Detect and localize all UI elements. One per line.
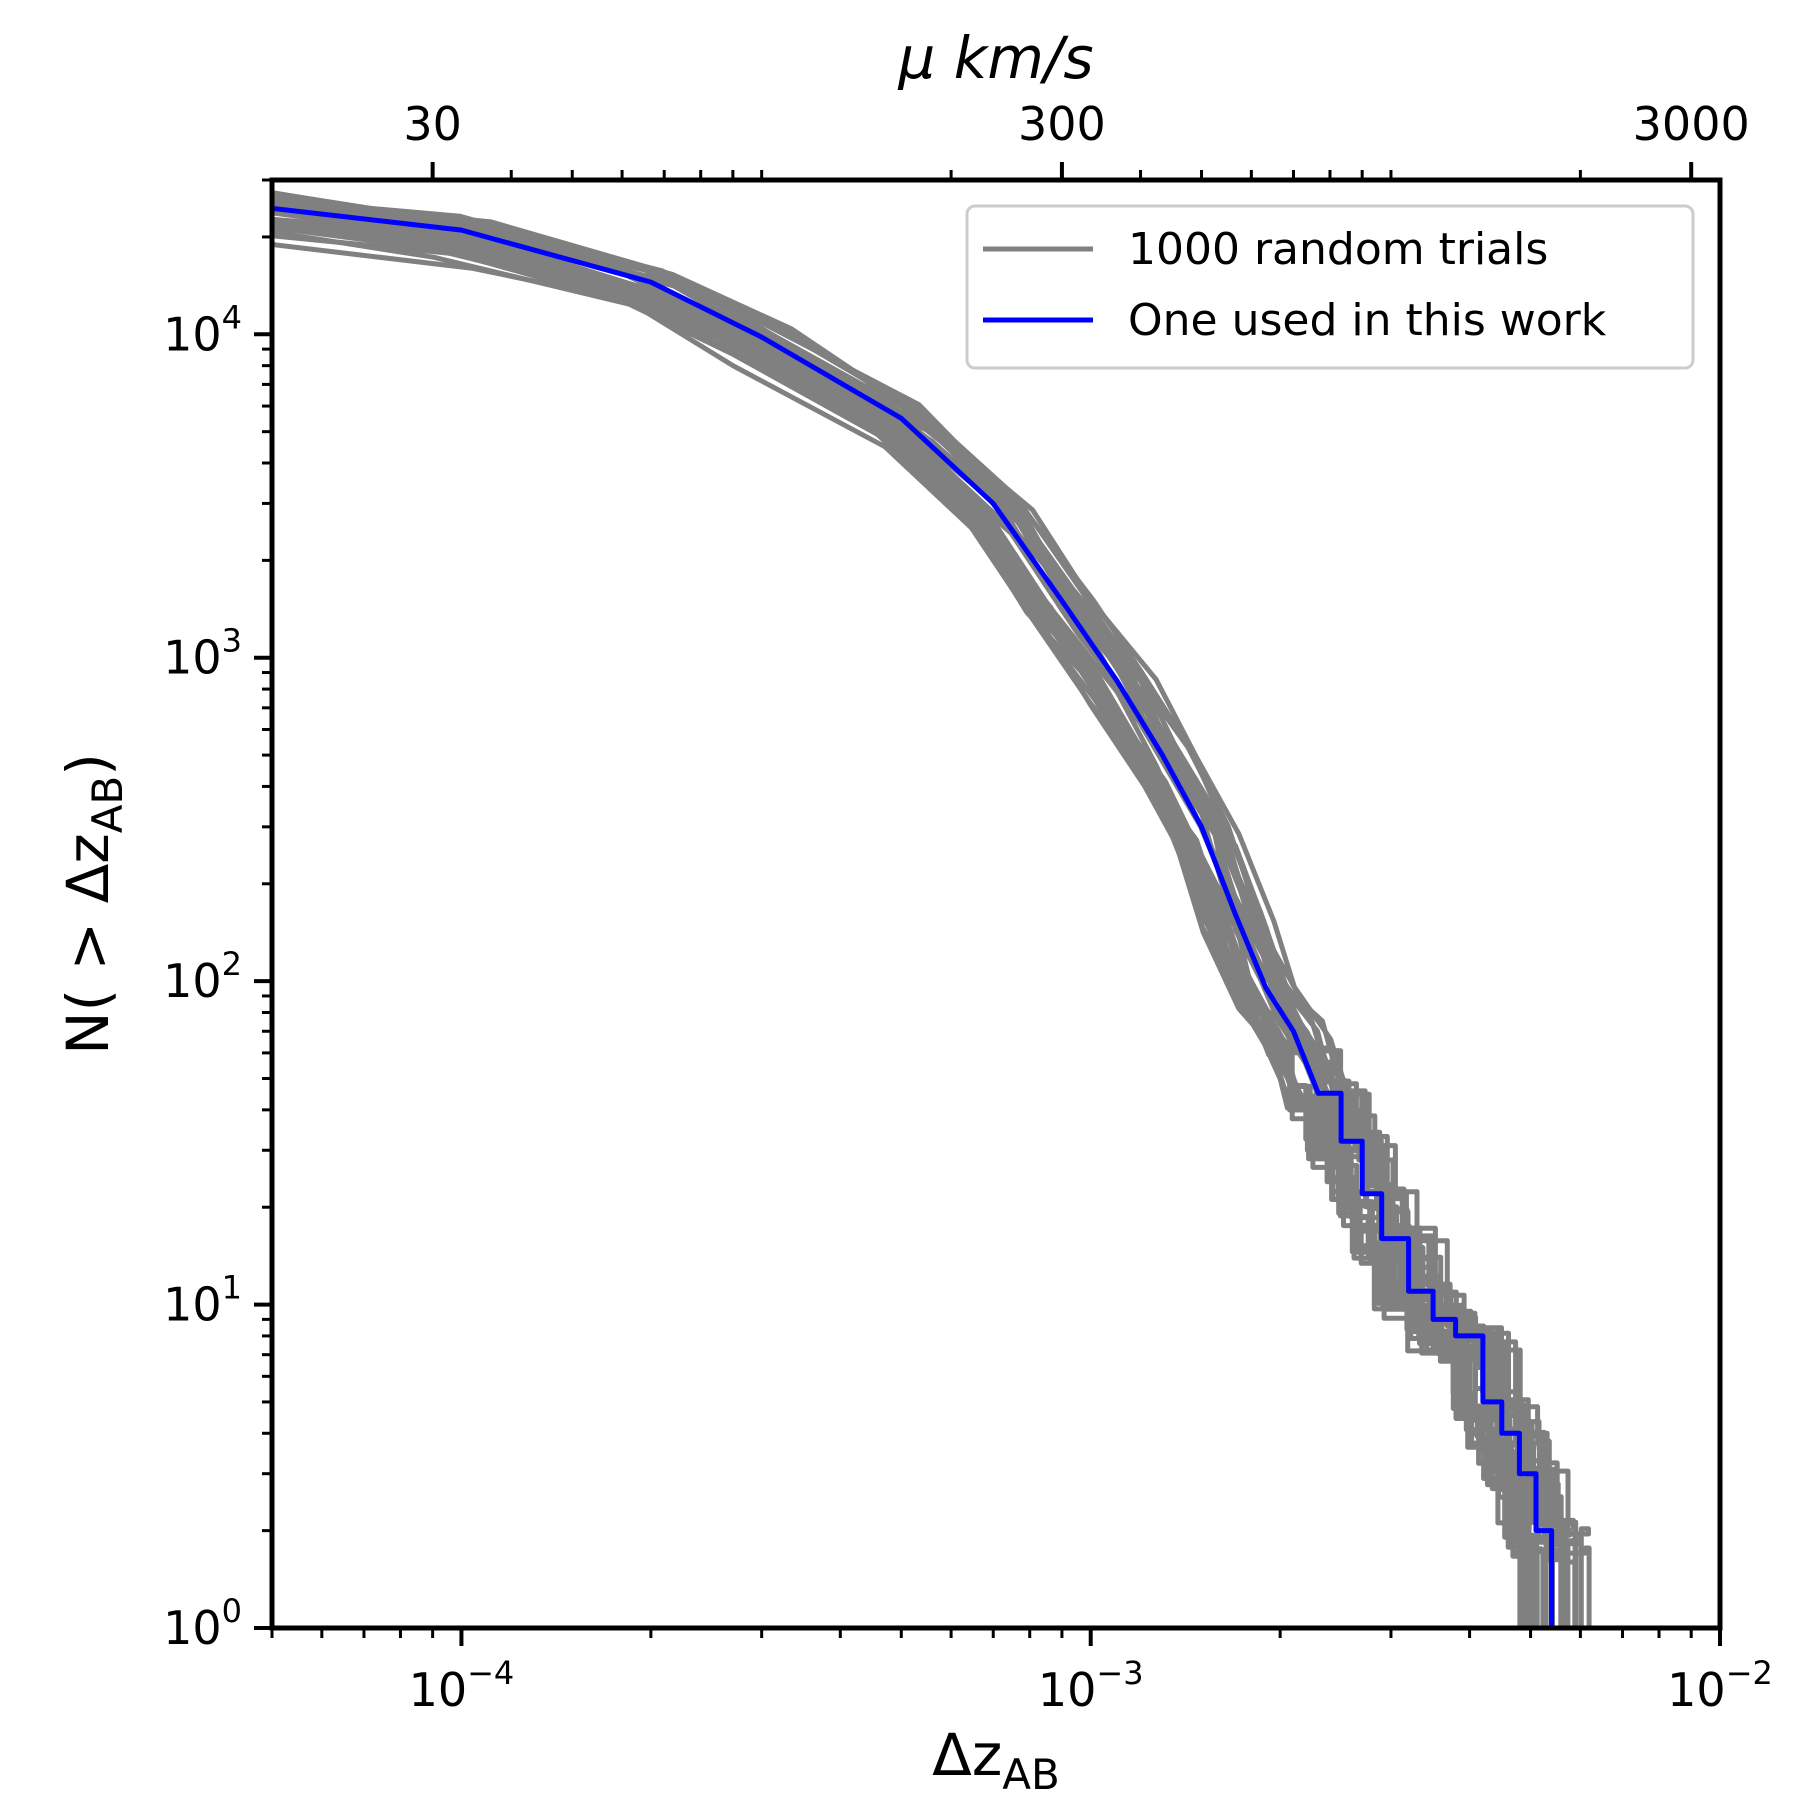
y-tick-label-exponent: 1 bbox=[222, 1269, 242, 1307]
random-trial-line bbox=[272, 197, 1578, 1628]
legend-label-random-trials: 1000 random trials bbox=[1128, 224, 1548, 275]
x-axis-label: ΔzAB bbox=[932, 1721, 1060, 1799]
x-tick-label-base: 10 bbox=[1038, 1663, 1097, 1717]
y-tick-label: 102 bbox=[163, 945, 242, 1008]
legend: 1000 random trials One used in this work bbox=[965, 204, 1695, 370]
random-trial-line bbox=[272, 222, 1536, 1628]
x-tick-label-exponent: −4 bbox=[467, 1654, 514, 1692]
x-tick-label-exponent: −3 bbox=[1096, 1654, 1143, 1692]
y-tick-label: 103 bbox=[163, 622, 242, 685]
top-tick-label: 300 bbox=[1018, 97, 1106, 151]
y-axis-label-suffix: ) bbox=[54, 753, 122, 776]
x-tick-label: 10−3 bbox=[1038, 1654, 1144, 1717]
x-tick-label: 10−2 bbox=[1667, 1654, 1773, 1717]
y-axis-label: N( > ΔzAB) bbox=[54, 753, 132, 1055]
y-tick-label-base: 10 bbox=[163, 1278, 222, 1332]
y-tick-label-exponent: 2 bbox=[222, 945, 242, 983]
series-line-this-work bbox=[272, 205, 1555, 1628]
y-tick-label-exponent: 4 bbox=[222, 298, 242, 336]
y-tick-label-base: 10 bbox=[163, 307, 222, 361]
random-trial-line bbox=[272, 229, 1539, 1628]
legend-box bbox=[965, 204, 1695, 370]
x-axis-label-main: Δz bbox=[932, 1721, 1002, 1789]
y-tick-label: 104 bbox=[163, 298, 242, 361]
top-tick-label: 30 bbox=[403, 97, 462, 151]
top-axis-label: μ km/s bbox=[897, 24, 1093, 92]
x-axis-label-subscript: AB bbox=[1002, 1750, 1060, 1799]
top-tick-label: 3000 bbox=[1633, 97, 1750, 151]
y-tick-label-exponent: 3 bbox=[222, 622, 242, 660]
y-tick-label: 101 bbox=[163, 1269, 242, 1332]
plot-frame bbox=[269, 177, 1723, 1631]
top-axis-ticks: 30 300 3000 bbox=[403, 97, 1750, 180]
x-tick-label: 10−4 bbox=[409, 1654, 515, 1717]
y-tick-label-base: 10 bbox=[163, 631, 222, 685]
y-axis-label-subscript: AB bbox=[83, 776, 132, 834]
y-tick-label: 100 bbox=[163, 1592, 242, 1655]
x-tick-label-exponent: −2 bbox=[1726, 1654, 1773, 1692]
x-axis-ticks: 10−4 10−3 10−2 bbox=[409, 1628, 1773, 1717]
x-tick-label-base: 10 bbox=[1667, 1663, 1726, 1717]
x-tick-label-base: 10 bbox=[409, 1663, 468, 1717]
y-axis-label-prefix: N( > Δz bbox=[54, 833, 122, 1055]
chart-marks bbox=[272, 190, 1592, 1628]
y-tick-label-base: 10 bbox=[163, 1601, 222, 1655]
y-tick-label-base: 10 bbox=[163, 954, 222, 1008]
random-trial-line bbox=[272, 222, 1574, 1628]
legend-label-this-work: One used in this work bbox=[1128, 295, 1607, 346]
y-tick-label-exponent: 0 bbox=[222, 1592, 242, 1630]
minor-ticks bbox=[262, 170, 1693, 1638]
